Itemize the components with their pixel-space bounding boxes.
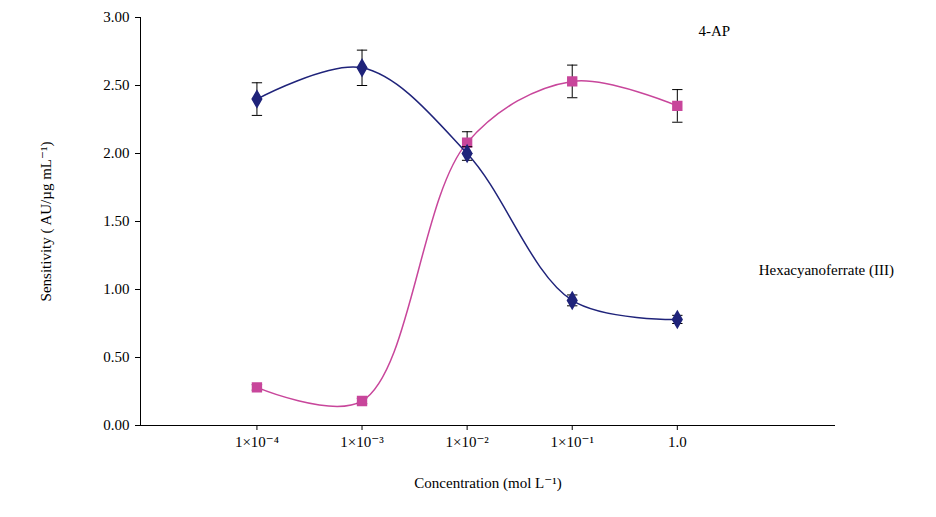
svg-text:0.50: 0.50 bbox=[103, 349, 129, 365]
svg-text:Sensitivity ( AU/µg mL⁻¹): Sensitivity ( AU/µg mL⁻¹) bbox=[38, 142, 55, 302]
svg-text:3.00: 3.00 bbox=[103, 9, 129, 25]
svg-text:1×10⁻⁴: 1×10⁻⁴ bbox=[235, 434, 279, 450]
svg-text:2.50: 2.50 bbox=[103, 77, 129, 93]
svg-text:2.00: 2.00 bbox=[103, 145, 129, 161]
svg-text:1.0: 1.0 bbox=[668, 434, 687, 450]
svg-text:Hexacyanoferrate (III): Hexacyanoferrate (III) bbox=[759, 262, 894, 279]
svg-text:1×10⁻²: 1×10⁻² bbox=[445, 434, 489, 450]
svg-text:1×10⁻¹: 1×10⁻¹ bbox=[551, 434, 594, 450]
svg-text:1.00: 1.00 bbox=[103, 281, 129, 297]
svg-text:0.00: 0.00 bbox=[103, 417, 129, 433]
svg-text:1×10⁻³: 1×10⁻³ bbox=[340, 434, 384, 450]
svg-text:Concentration (mol L⁻¹): Concentration (mol L⁻¹) bbox=[414, 475, 561, 492]
svg-text:1.50: 1.50 bbox=[103, 213, 129, 229]
svg-text:4-AP: 4-AP bbox=[698, 23, 730, 39]
